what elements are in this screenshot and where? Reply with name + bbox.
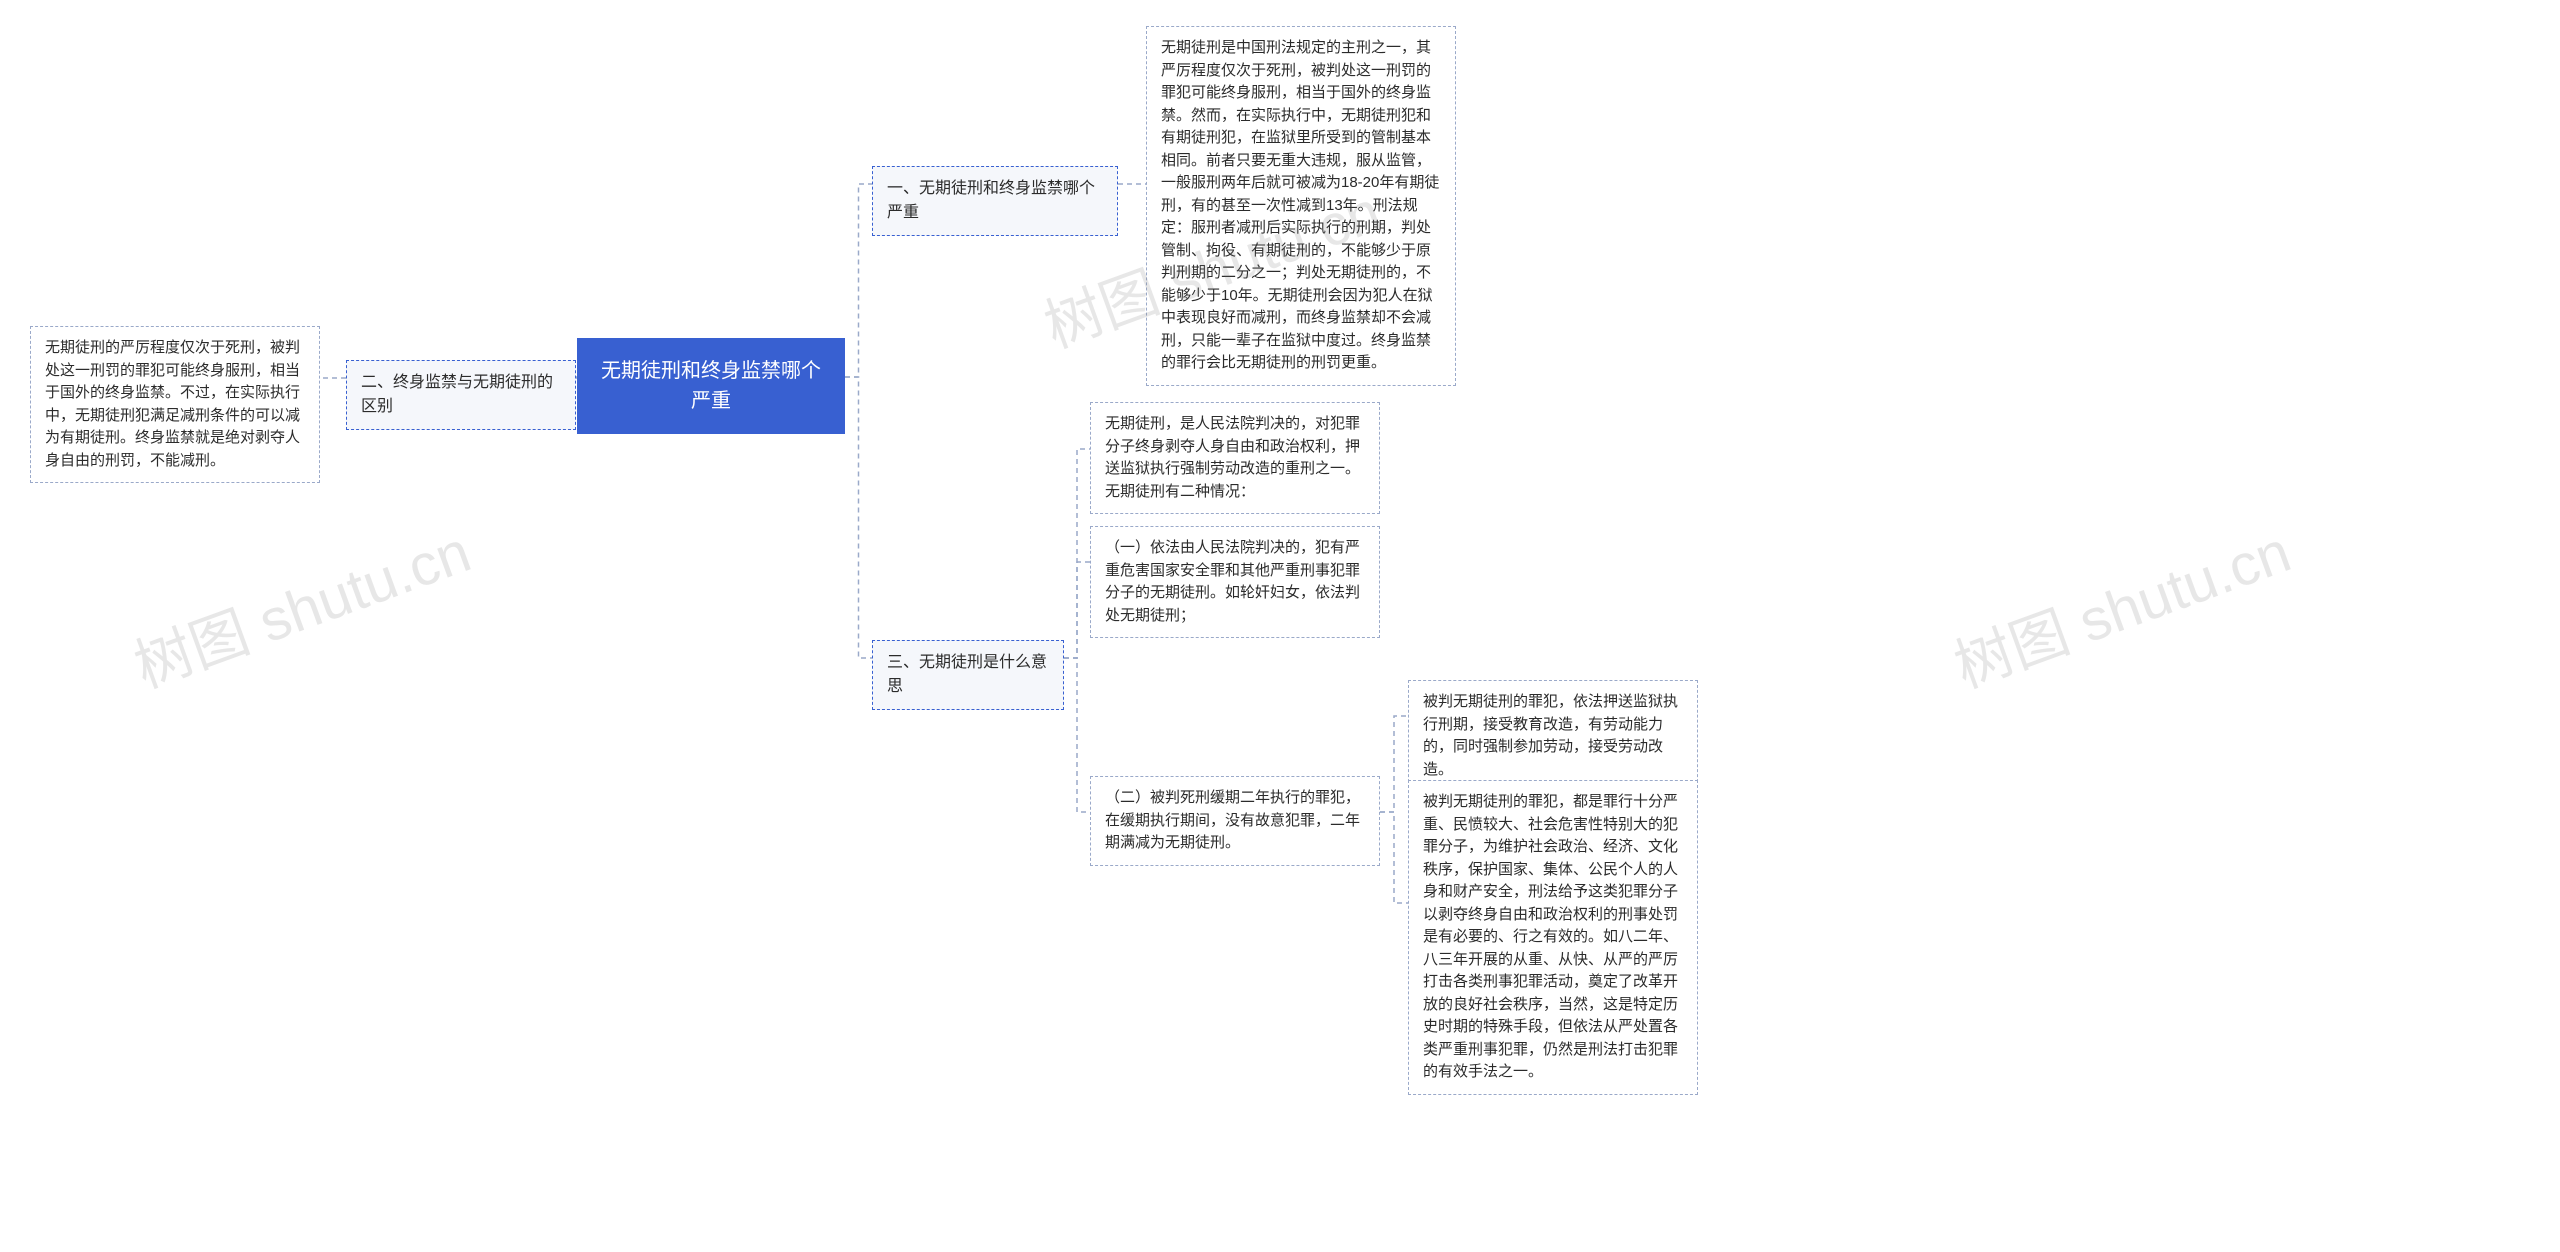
- branch-left-0: 二、终身监禁与无期徒刑的区别: [346, 360, 576, 430]
- leaf-right-1-2-child-1: 被判无期徒刑的罪犯，都是罪行十分严重、民愤较大、社会危害性特别大的犯罪分子，为维…: [1408, 780, 1698, 1095]
- root-node: 无期徒刑和终身监禁哪个严重: [577, 338, 845, 434]
- branch-right-1: 三、无期徒刑是什么意思: [872, 640, 1064, 710]
- watermark-2: 树图 shutu.cn: [1941, 505, 2300, 704]
- leaf-left-0-0: 无期徒刑的严厉程度仅次于死刑，被判处这一刑罚的罪犯可能终身服刑，相当于国外的终身…: [30, 326, 320, 483]
- leaf-right-1-2-child-0: 被判无期徒刑的罪犯，依法押送监狱执行刑期，接受教育改造，有劳动能力的，同时强制参…: [1408, 680, 1698, 792]
- leaf-right-1-1: （一）依法由人民法院判决的，犯有严重危害国家安全罪和其他严重刑事犯罪分子的无期徒…: [1090, 526, 1380, 638]
- leaf-right-1-2: （二）被判死刑缓期二年执行的罪犯，在缓期执行期间，没有故意犯罪，二年期满减为无期…: [1090, 776, 1380, 866]
- branch-right-0: 一、无期徒刑和终身监禁哪个严重: [872, 166, 1118, 236]
- watermark-0: 树图 shutu.cn: [121, 505, 480, 704]
- leaf-right-0-0: 无期徒刑是中国刑法规定的主刑之一，其严厉程度仅次于死刑，被判处这一刑罚的罪犯可能…: [1146, 26, 1456, 386]
- leaf-right-1-0: 无期徒刑，是人民法院判决的，对犯罪分子终身剥夺人身自由和政治权利，押送监狱执行强…: [1090, 402, 1380, 514]
